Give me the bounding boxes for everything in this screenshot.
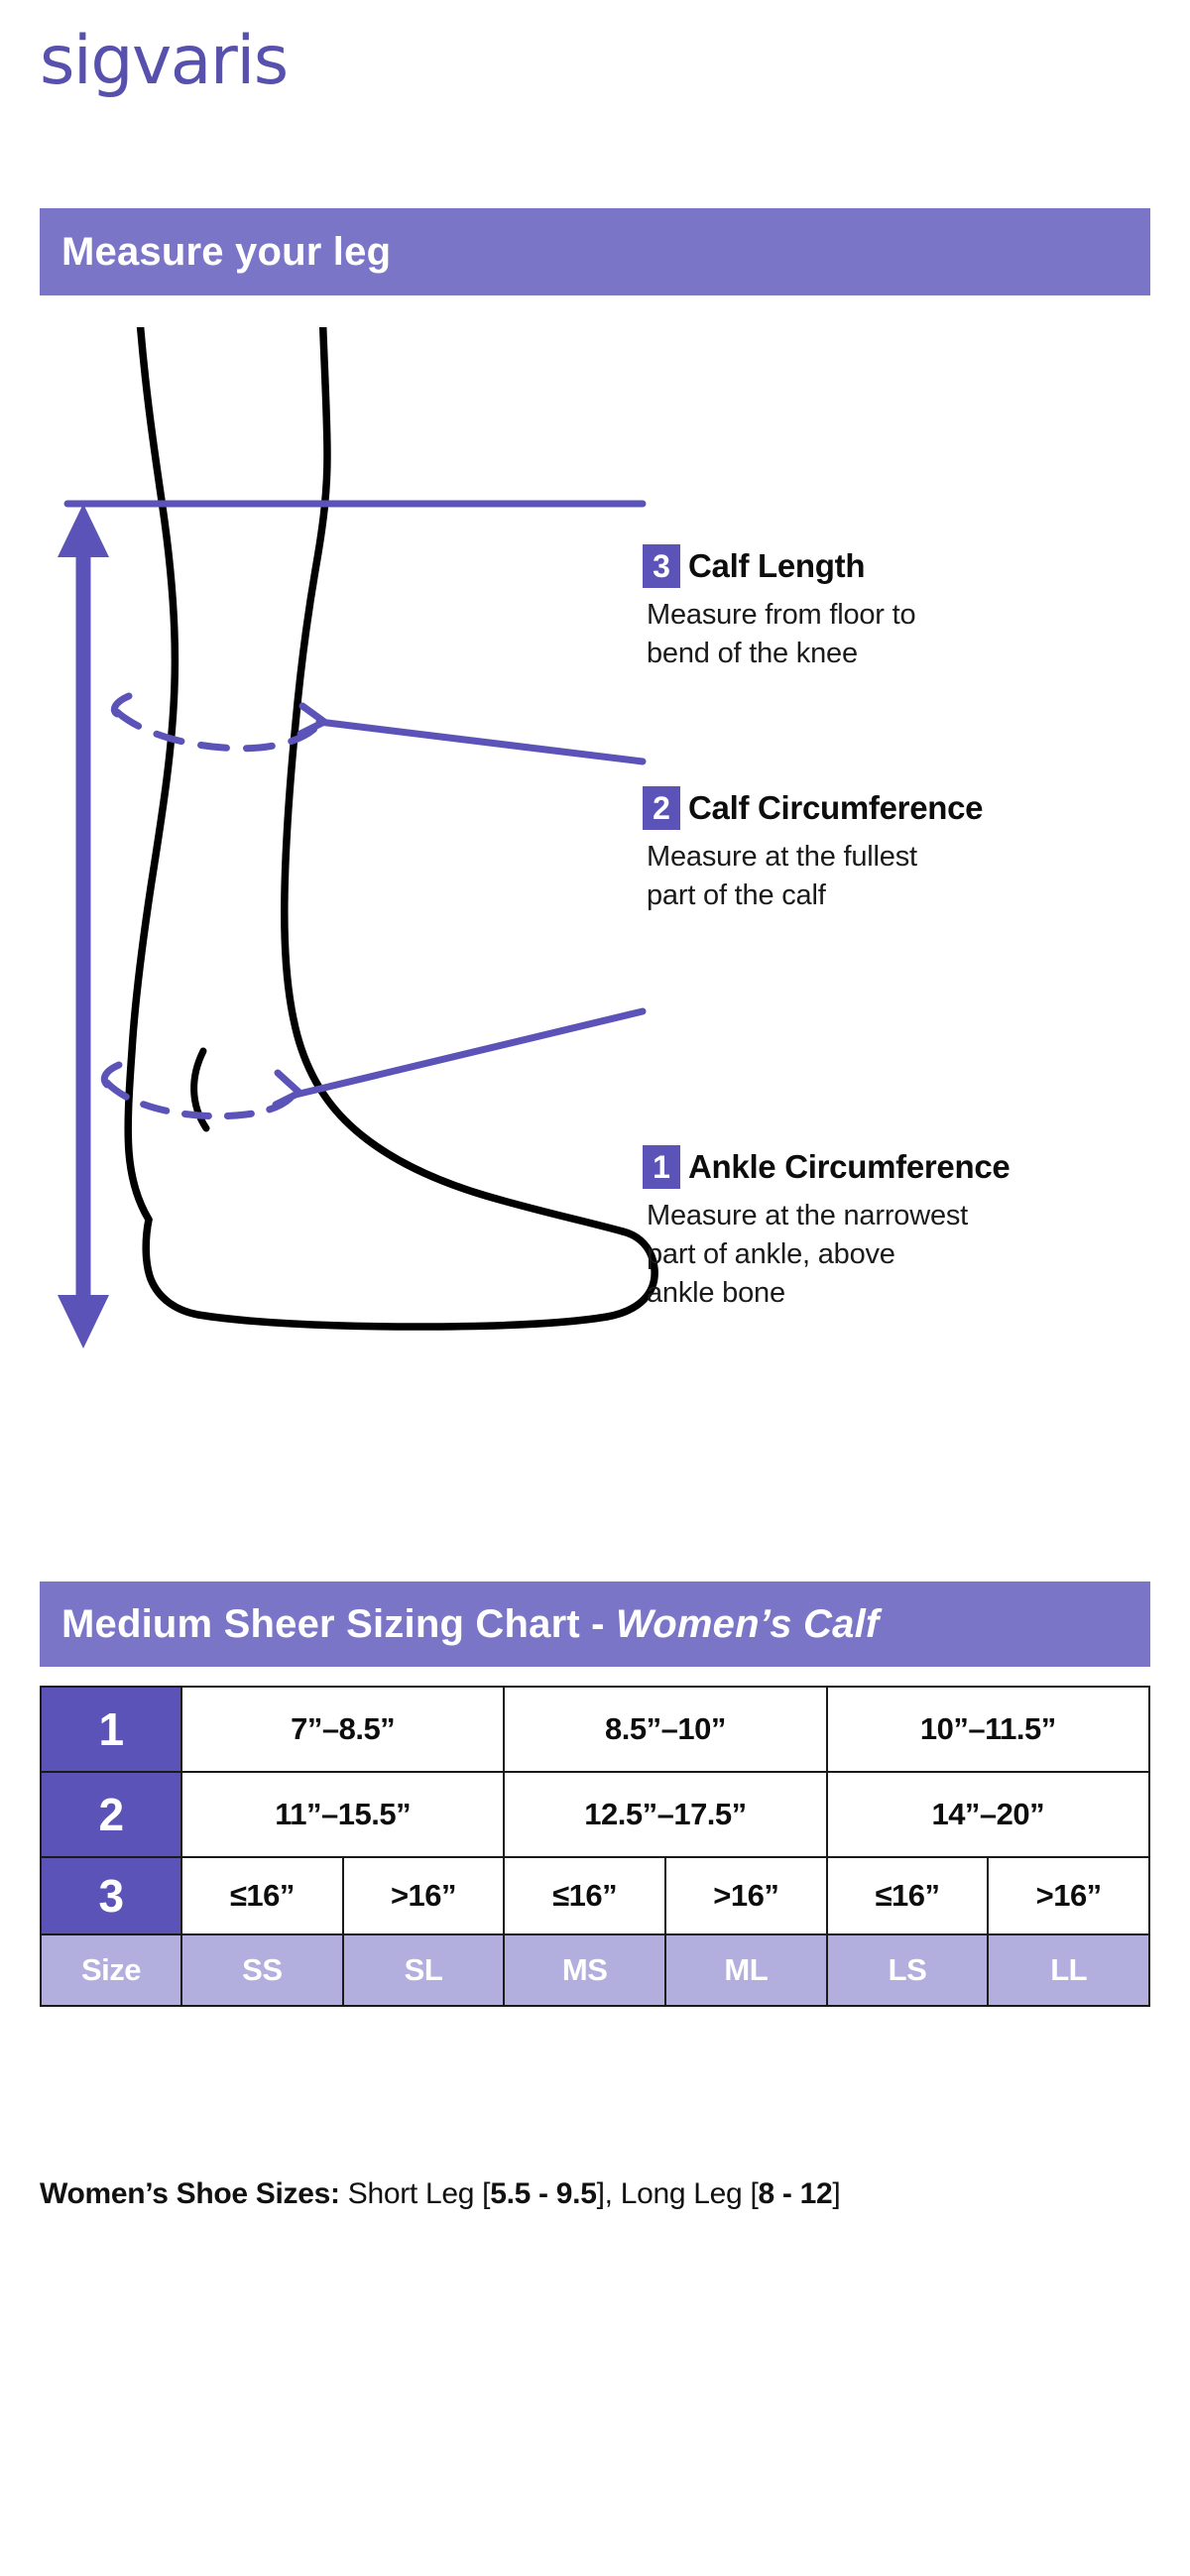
row-label-size: Size (40, 1933, 182, 2007)
brand-logo: sigvaris (40, 22, 289, 100)
sizing-banner-title: Medium Sheer Sizing Chart - Women’s Calf (61, 1602, 879, 1647)
cell-length-ms: ≤16” (503, 1856, 666, 1935)
sizing-chart-table: 1 7”–8.5” 8.5”–10” 10”–11.5” 2 11”–15.5”… (40, 1686, 1151, 2007)
callout-1-head: 1 Ankle Circumference (643, 1145, 1011, 1189)
cell-length-sl: >16” (341, 1856, 506, 1935)
cell-length-ll: >16” (987, 1856, 1150, 1935)
callout-2-head: 2 Calf Circumference (643, 786, 984, 830)
callout-calf-length: 3 Calf Length Measure from floor to bend… (643, 544, 916, 673)
long-leg-range: 8 - 12 (758, 2177, 833, 2210)
leg-diagram-svg (58, 327, 658, 1348)
cell-length-ml: >16” (663, 1856, 828, 1935)
cell-size-ls: LS (825, 1933, 990, 2007)
table-row-ankle-circumference: 1 7”–8.5” 8.5”–10” 10”–11.5” (40, 1686, 1151, 1773)
row-label-2: 2 (40, 1771, 182, 1858)
callout-desc-line: part of the calf (647, 879, 826, 911)
callout-title-calf-circumference: Calf Circumference (688, 789, 984, 826)
ankle-circumference-leader-line (292, 1007, 647, 1099)
short-leg-range: 5.5 - 9.5 (490, 2177, 597, 2210)
callout-desc-line: bend of the knee (647, 638, 858, 669)
leg-back-contour-line (124, 327, 179, 1224)
callout-desc-calf-circumference: Measure at the fullest part of the calf (647, 838, 983, 915)
ankle-ellipse-left-tick (100, 1061, 123, 1089)
cell-ankle-ls-ll: 10”–11.5” (825, 1686, 1151, 1773)
row-label-3: 3 (40, 1856, 182, 1935)
cell-length-ls: ≤16” (825, 1856, 990, 1935)
table-row-calf-length: 3 ≤16” >16” ≤16” >16” ≤16” >16” (40, 1856, 1150, 1935)
callout-desc-line: part of ankle, above (647, 1238, 895, 1270)
callout-desc-line: Measure at the fullest (647, 841, 917, 873)
callout-3-head: 3 Calf Length (643, 544, 915, 588)
leg-front-contour-line (281, 327, 627, 1235)
sizing-chart-banner: Medium Sheer Sizing Chart - Women’s Calf (40, 1581, 1150, 1667)
callout-desc-ankle-circumference: Measure at the narrowest part of ankle, … (647, 1197, 1010, 1313)
cell-ankle-ss-sl: 7”–8.5” (179, 1686, 506, 1773)
cell-size-ll: LL (987, 1933, 1150, 2007)
cell-size-ml: ML (663, 1933, 828, 2007)
callout-title-ankle-circumference: Ankle Circumference (688, 1148, 1011, 1185)
callout-badge-2: 2 (643, 786, 680, 830)
callout-badge-3: 3 (643, 544, 680, 588)
long-leg-text: ], Long Leg [ (596, 2177, 759, 2210)
short-leg-text: Short Leg [ (339, 2177, 491, 2210)
shoe-sizes-label: Women’s Shoe Sizes: (40, 2177, 340, 2210)
cell-calf-ms-ml: 12.5”–17.5” (503, 1771, 828, 1858)
cell-size-ms: MS (503, 1933, 666, 2007)
calf-circumference-dashed-ellipse (113, 708, 323, 753)
table-row-size-codes: Size SS SL MS ML LS LL (40, 1933, 1150, 2007)
cell-size-ss: SS (180, 1933, 344, 2007)
total-length-double-arrow (58, 504, 109, 1348)
callout-desc-line: Measure at the narrowest (647, 1200, 969, 1231)
cell-length-ss: ≤16” (180, 1856, 344, 1935)
callout-badge-1: 1 (643, 1145, 680, 1189)
cell-size-sl: SL (341, 1933, 506, 2007)
callout-desc-line: Measure from floor to (647, 599, 916, 631)
table-row-calf-circumference: 2 11”–15.5” 12.5”–17.5” 14”–20” (40, 1771, 1151, 1858)
callout-ankle-circumference: 1 Ankle Circumference Measure at the nar… (643, 1145, 1011, 1313)
callout-title-calf-length: Calf Length (688, 547, 866, 584)
cell-ankle-ms-ml: 8.5”–10” (503, 1686, 828, 1773)
callout-calf-circumference: 2 Calf Circumference Measure at the full… (643, 786, 984, 915)
cell-calf-ss-sl: 11”–15.5” (179, 1771, 506, 1858)
cell-calf-ls-ll: 14”–20” (825, 1771, 1151, 1858)
ankle-bone-arc (190, 1047, 210, 1132)
callout-desc-calf-length: Measure from floor to bend of the knee (647, 596, 916, 673)
measure-banner-title: Measure your leg (61, 229, 392, 274)
foot-sole-outline (142, 1216, 658, 1331)
womens-shoe-sizes-note: Women’s Shoe Sizes: Short Leg [5.5 - 9.5… (40, 2177, 841, 2211)
row-label-1: 1 (40, 1686, 182, 1773)
sizing-banner-title-italic: Women’s Calf (616, 1601, 880, 1646)
callout-desc-line: ankle bone (647, 1277, 785, 1309)
ankle-ellipse-arrowhead (272, 1069, 303, 1109)
shoe-note-end: ] (832, 2177, 841, 2210)
calf-circumference-leader-line (315, 718, 647, 765)
measure-your-leg-banner: Measure your leg (40, 208, 1150, 295)
leg-measurement-diagram (0, 327, 1190, 1567)
calf-ellipse-left-tick (110, 692, 133, 718)
sizing-banner-title-prefix: Medium Sheer Sizing Chart - (61, 1601, 616, 1646)
